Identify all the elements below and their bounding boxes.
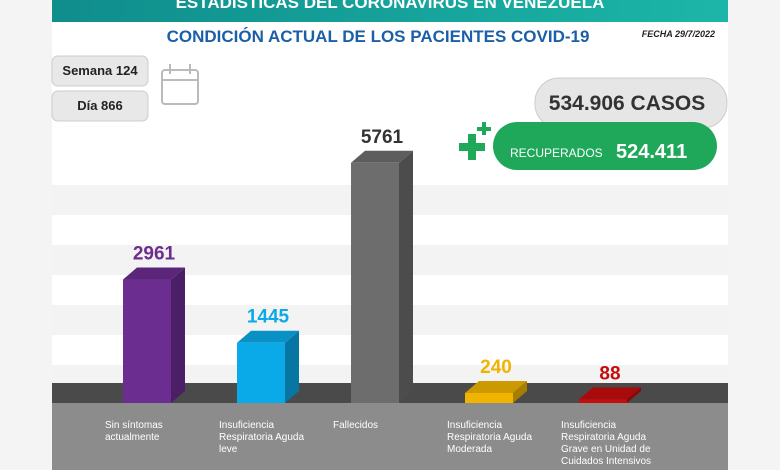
- bar-top: [351, 150, 413, 163]
- category-label: Fallecidos: [333, 420, 379, 431]
- bar: [237, 342, 285, 403]
- plus-icon: [459, 122, 491, 160]
- bar-top: [123, 267, 185, 280]
- bar: [123, 279, 171, 403]
- calendar-icon: [161, 64, 199, 105]
- title: ESTADÍSTICAS DEL CORONAVIRUS EN VENEZUEL…: [176, 0, 605, 12]
- bar-side: [171, 267, 185, 403]
- bar-top: [237, 330, 299, 343]
- bar-side: [627, 387, 641, 403]
- date: FECHA 29/7/2022: [642, 29, 715, 39]
- recovered-label: RECUPERADOS: [510, 146, 603, 160]
- bar: [465, 392, 513, 403]
- category-label: Insuficiencia Respiratoria Aguda Moderad…: [447, 420, 533, 455]
- category-label: Insuficiencia Respiratoria Aguda Grave e…: [561, 420, 652, 467]
- value-label: 5761: [361, 127, 404, 148]
- recovered-box: [493, 122, 717, 170]
- cases: 534.906 CASOS: [549, 92, 705, 115]
- value-label: 1445: [247, 307, 290, 328]
- value-label: 88: [599, 363, 620, 384]
- week-box: [51, 55, 149, 87]
- bar-side: [399, 150, 413, 403]
- bar-side: [513, 380, 527, 403]
- day: Día 866: [77, 98, 123, 113]
- bar-top: [579, 387, 641, 400]
- week: Semana 124: [62, 63, 138, 78]
- bar-side: [285, 330, 299, 403]
- category-label: Insuficiencia Respiratoria Aguda leve: [219, 420, 305, 455]
- bar: [351, 162, 399, 403]
- bar: [579, 399, 627, 403]
- bar-top: [465, 380, 527, 393]
- floor: [52, 403, 728, 470]
- value-label: 240: [480, 357, 512, 378]
- recovered: 524.411: [616, 141, 687, 163]
- day-box: [51, 90, 149, 122]
- category-label: Sin síntomas actualmente: [105, 420, 163, 443]
- banner: [52, 0, 728, 22]
- value-label: 2961: [133, 244, 176, 265]
- subtitle: CONDICIÓN ACTUAL DE LOS PACIENTES COVID-…: [167, 27, 590, 46]
